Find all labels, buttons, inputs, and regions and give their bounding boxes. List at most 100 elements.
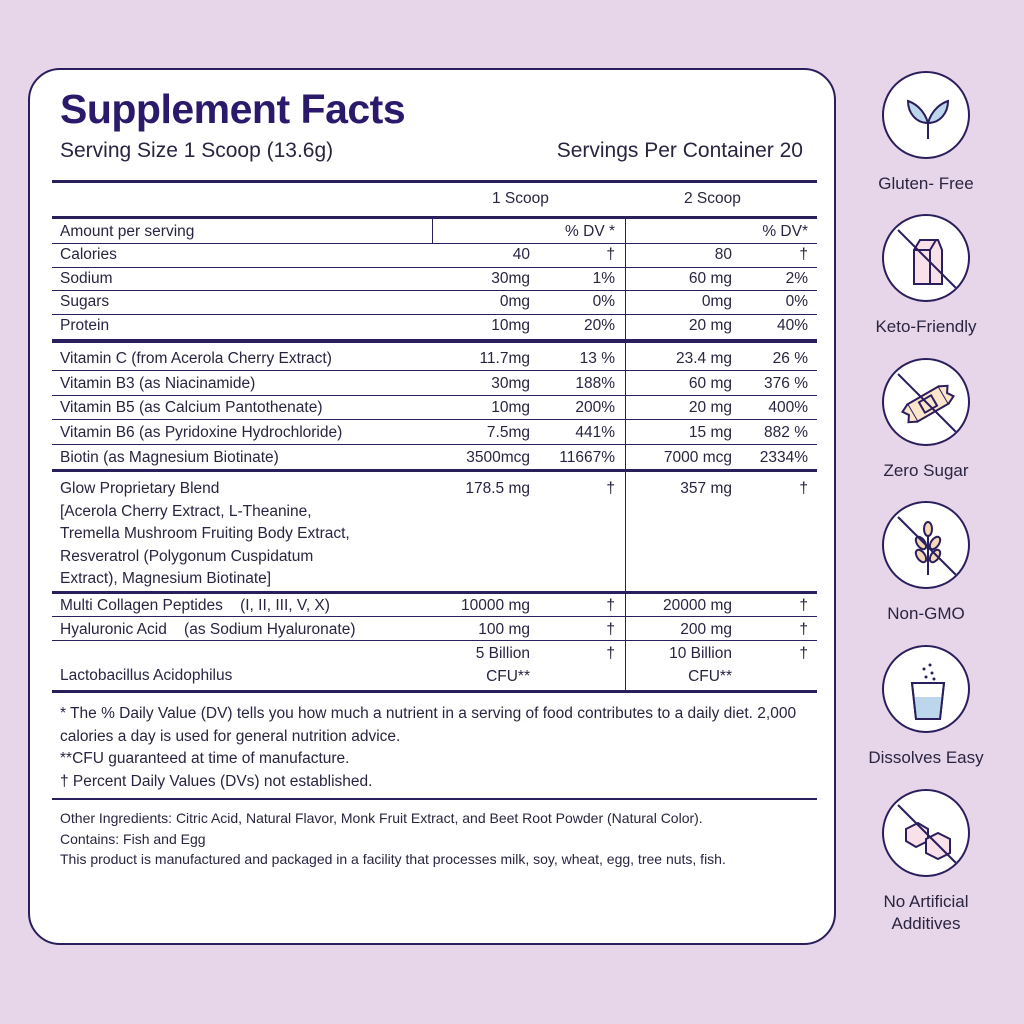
row-divider	[52, 339, 817, 343]
nutrient-label: Glow Proprietary Blend [Acerola Cherry E…	[60, 480, 350, 587]
dv-1-scoop: †	[606, 645, 615, 662]
amount-1-scoop: 30mg	[491, 270, 530, 287]
column-header-1-scoop: 1 Scoop	[492, 190, 549, 207]
row-divider	[52, 640, 817, 641]
amount-2-scoop: 10 Billion CFU**	[669, 645, 732, 685]
amount-2-scoop: 7000 mcg	[663, 449, 732, 466]
dv-2-scoop: 2%	[785, 270, 808, 287]
other-ingredients-text: Other Ingredients: Citric Acid, Natural …	[60, 810, 703, 826]
dv-1-scoop: 200%	[575, 399, 615, 416]
dv-1-scoop: †	[606, 480, 615, 497]
nutrient-label: Biotin (as Magnesium Biotinate)	[60, 449, 279, 466]
amount-1-scoop: 11.7mg	[479, 350, 530, 367]
dv-2-scoop: †	[799, 246, 808, 263]
badge-label: Gluten- Free	[878, 174, 974, 193]
dv-2-scoop: †	[799, 597, 808, 614]
dv-1-scoop: 13 %	[579, 350, 615, 367]
row-divider	[52, 419, 817, 420]
serving-size: Serving Size 1 Scoop (13.6g)	[60, 139, 334, 162]
amount-2-scoop: 80	[714, 246, 732, 263]
row-divider	[52, 591, 817, 594]
dv-2-scoop: % DV*	[762, 223, 808, 240]
amount-1-scoop: 30mg	[491, 375, 530, 392]
amount-1-scoop: 10mg	[491, 399, 530, 416]
no-cubes-icon	[882, 789, 970, 877]
row-divider	[52, 395, 817, 396]
dv-1-scoop: 11667%	[559, 449, 615, 466]
nutrient-label: Sodium	[60, 270, 113, 287]
dv-1-scoop: †	[606, 621, 615, 638]
dv-2-scoop: †	[799, 621, 808, 638]
dv-1-scoop: % DV *	[565, 223, 615, 240]
nutrient-label: Calories	[60, 246, 117, 263]
amount-1-scoop: 10mg	[491, 317, 530, 334]
dv-2-scoop: 2334%	[759, 449, 808, 466]
divider	[52, 798, 817, 800]
badge-label: Non-GMO	[887, 604, 965, 623]
dv-1-scoop: 441%	[575, 424, 615, 441]
divider	[52, 216, 817, 219]
row-divider	[52, 444, 817, 445]
nutrient-label: Vitamin B6 (as Pyridoxine Hydrochloride)	[60, 424, 343, 441]
dv-2-scoop: 400%	[768, 399, 808, 416]
badge-non-gmo: Non-GMO	[861, 501, 991, 625]
amount-2-scoop: 20 mg	[688, 317, 732, 334]
dv-2-scoop: 0%	[785, 293, 808, 310]
row-divider	[52, 314, 817, 315]
dv-2-scoop: 376 %	[764, 375, 808, 392]
amount-1-scoop: 10000 mg	[461, 597, 530, 614]
badge-zero-sugar: Zero Sugar	[861, 358, 991, 482]
column-header-2-scoop: 2 Scoop	[684, 190, 741, 207]
other-ingredients: Other Ingredients: Citric Acid, Natural …	[60, 808, 820, 870]
no-wheat-icon	[882, 501, 970, 589]
amount-2-scoop: 0mg	[701, 293, 732, 310]
allergen-text: Contains: Fish and Egg	[60, 830, 206, 847]
badge-label: Keto-Friendly	[875, 317, 977, 336]
amount-1-scoop: 3500mcg	[466, 449, 530, 466]
sprout-icon	[882, 71, 970, 159]
dv-2-scoop: †	[799, 480, 808, 497]
amount-2-scoop: 20000 mg	[663, 597, 732, 614]
badge-label: Dissolves Easy	[868, 748, 984, 767]
footnote-dv: * The % Daily Value (DV) tells you how m…	[60, 705, 797, 745]
dv-2-scoop: †	[799, 645, 808, 662]
badge-label: Zero Sugar	[883, 461, 969, 480]
amount-2-scoop: 23.4 mg	[675, 350, 732, 367]
amount-2-scoop: 15 mg	[688, 424, 732, 441]
dv-1-scoop: †	[606, 246, 615, 263]
dv-1-scoop: 0%	[592, 293, 615, 310]
dv-2-scoop: 40%	[776, 317, 808, 334]
glass-icon	[882, 645, 970, 733]
amount-2-scoop: 60 mg	[688, 270, 732, 287]
no-milk-icon	[882, 214, 970, 302]
column-divider	[625, 219, 626, 690]
amount-2-scoop: 200 mg	[680, 621, 732, 638]
row-divider	[52, 469, 817, 472]
amount-1-scoop: 7.5mg	[486, 424, 530, 441]
servings-per-container: Servings Per Container 20	[556, 139, 803, 162]
dv-1-scoop: †	[606, 597, 615, 614]
badge-label: No Artificial Additives	[883, 892, 969, 933]
row-divider	[52, 616, 817, 617]
amount-2-scoop: 20 mg	[688, 399, 732, 416]
nutrient-label: Vitamin B3 (as Niacinamide)	[60, 375, 256, 392]
dv-2-scoop: 26 %	[772, 350, 808, 367]
dv-2-scoop: 882 %	[764, 424, 808, 441]
footnotes: * The % Daily Value (DV) tells you how m…	[60, 703, 810, 793]
amount-1-scoop: 5 Billion CFU**	[475, 645, 530, 685]
dv-1-scoop: 20%	[583, 317, 615, 334]
amount-1-scoop: 178.5 mg	[465, 480, 530, 497]
nutrient-label: Lactobacillus Acidophilus	[60, 667, 233, 684]
badge-gluten-free: Gluten- Free	[861, 71, 991, 195]
footnote-dagger: † Percent Daily Values (DVs) not establi…	[60, 772, 373, 790]
row-divider	[52, 690, 817, 693]
nutrient-label: Multi Collagen Peptides (I, II, III, V, …	[60, 597, 330, 614]
row-divider	[52, 243, 817, 244]
dv-1-scoop: 1%	[592, 270, 615, 287]
amount-1-scoop: 40	[512, 246, 530, 263]
divider	[52, 180, 817, 183]
amount-2-scoop: 357 mg	[680, 480, 732, 497]
no-candy-icon	[882, 358, 970, 446]
badge-dissolves-easy: Dissolves Easy	[861, 645, 991, 769]
facility-text: This product is manufactured and package…	[60, 851, 726, 867]
